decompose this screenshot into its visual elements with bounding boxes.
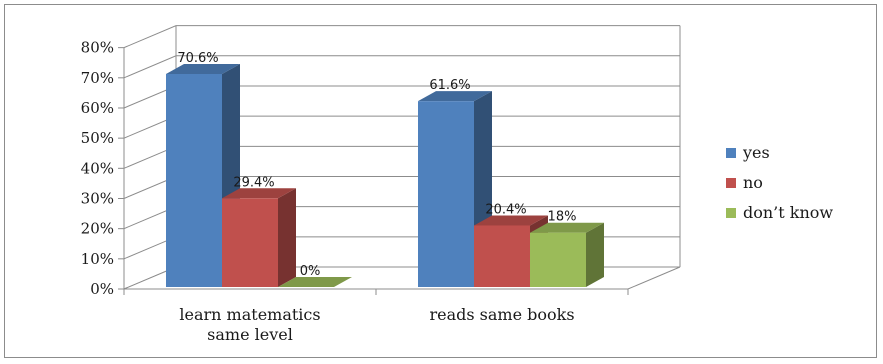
x-category-label: learn matematics <box>179 305 320 324</box>
legend-entry: yes <box>742 143 770 162</box>
bar-top <box>278 277 352 287</box>
data-label: 0% <box>300 264 321 279</box>
bar-side <box>586 222 604 287</box>
bar-front <box>222 198 278 287</box>
data-label: 20.4% <box>485 202 526 217</box>
y-tick-label: 40% <box>81 159 114 177</box>
y-tick-label: 30% <box>81 189 114 207</box>
bars <box>166 64 604 287</box>
legend-entry: don’t know <box>743 203 833 222</box>
bar-front <box>530 232 586 287</box>
bar-front <box>474 225 530 287</box>
y-tick-label: 60% <box>81 99 114 117</box>
y-tick-label: 80% <box>81 39 114 57</box>
y-tick-label: 70% <box>81 69 114 87</box>
bar-yes-2[interactable] <box>418 91 492 287</box>
data-label: 70.6% <box>177 51 218 66</box>
bar-don-t-know-2[interactable] <box>530 222 604 287</box>
legend-swatch <box>726 208 736 218</box>
bar-top <box>166 64 240 74</box>
bar-top <box>530 222 604 233</box>
bar-don-t-know-1[interactable] <box>278 277 352 287</box>
bar-side <box>278 188 296 287</box>
bar-no-1[interactable] <box>222 188 296 287</box>
legend-entry: no <box>743 173 763 192</box>
data-label: 61.6% <box>429 78 470 93</box>
y-tick-label: 10% <box>81 250 114 268</box>
legend-swatch <box>726 148 736 158</box>
x-category-label: same level <box>207 325 293 344</box>
bar-front <box>418 101 474 287</box>
x-category-label: reads same books <box>429 305 574 324</box>
data-label: 18% <box>548 210 577 225</box>
y-tick-label: 0% <box>90 280 114 298</box>
bar-top <box>474 215 548 226</box>
y-tick-label: 20% <box>81 220 114 238</box>
y-tick-label: 50% <box>81 129 114 147</box>
data-label: 29.4% <box>233 175 274 190</box>
legend: yes no don’t know <box>726 143 833 222</box>
bar-top <box>418 91 492 102</box>
bar-front <box>166 74 222 287</box>
gridline <box>123 25 680 49</box>
legend-swatch <box>726 178 736 188</box>
bar-top <box>222 188 296 199</box>
